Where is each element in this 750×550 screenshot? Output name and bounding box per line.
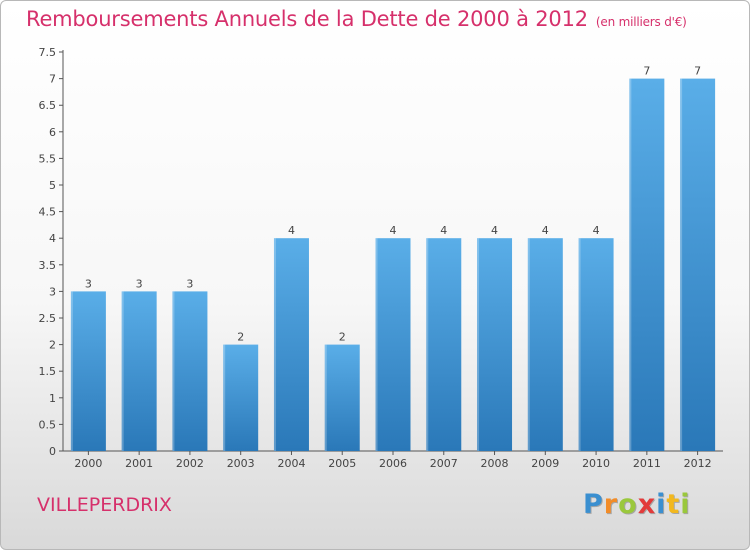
- x-tick-label: 2004: [277, 457, 305, 470]
- logo-letter: o: [618, 489, 638, 520]
- bar-highlight: [375, 238, 378, 451]
- y-tick-label: 3: [49, 285, 56, 298]
- bar: [223, 344, 259, 451]
- bar: [121, 291, 157, 451]
- y-tick-label: 0: [49, 445, 56, 458]
- bar-highlight: [121, 291, 124, 451]
- town-name: VILLEPERDRIX: [37, 494, 172, 516]
- chart-subtitle: (en milliers d'€): [595, 15, 687, 29]
- y-tick-label: 2: [49, 339, 56, 352]
- x-tick-label: 2008: [481, 457, 509, 470]
- y-tick-label: 5.5: [39, 152, 57, 165]
- x-tick-label: 2009: [531, 457, 559, 470]
- bar-highlight: [273, 238, 276, 451]
- bar: [527, 238, 563, 451]
- data-label: 4: [542, 224, 549, 237]
- bar: [172, 291, 208, 451]
- bar: [477, 238, 513, 451]
- bar-highlight: [324, 344, 327, 451]
- bar-highlight: [629, 78, 632, 451]
- bar: [324, 344, 360, 451]
- y-tick-label: 7: [49, 73, 56, 86]
- x-tick-label: 2010: [582, 457, 610, 470]
- bar: [680, 78, 716, 451]
- x-tick-label: 2011: [633, 457, 661, 470]
- bar-highlight: [426, 238, 429, 451]
- logo-letter: t: [666, 489, 681, 520]
- bar: [629, 78, 665, 451]
- y-tick-label: 1.5: [39, 365, 57, 378]
- chart-title-text: Remboursements Annuels de la Dette de 20…: [26, 7, 588, 31]
- x-tick-label: 2005: [328, 457, 356, 470]
- x-tick-label: 2000: [74, 457, 102, 470]
- logo-letter: r: [603, 489, 619, 520]
- data-label: 4: [288, 224, 295, 237]
- bar-highlight: [477, 238, 480, 451]
- bar-highlight: [172, 291, 175, 451]
- y-tick-label: 6.5: [39, 99, 57, 112]
- chart-bars: [70, 78, 716, 451]
- chart-axes: 0 0.5 1 1.5 2 2.5 3 3.5 4 4.5 5 5.5 6 6.5 7 7.5 2000 2001…: [39, 46, 723, 470]
- bar: [273, 238, 309, 451]
- bar-highlight: [680, 78, 683, 451]
- y-tick-label: 3.5: [39, 259, 57, 272]
- bar: [70, 291, 106, 451]
- x-tick-label: 2001: [125, 457, 153, 470]
- x-tick-label: 2002: [176, 457, 204, 470]
- bar-highlight: [223, 344, 226, 451]
- data-label: 3: [136, 277, 143, 290]
- y-tick-label: 1: [49, 392, 56, 405]
- bar-highlight: [578, 238, 581, 451]
- chart-labels: 3 3 3 2 4 2 4 4 4 4 4 7 7: [85, 65, 701, 344]
- data-label: 2: [237, 331, 244, 344]
- data-label: 7: [694, 65, 701, 78]
- data-label: 2: [339, 331, 346, 344]
- bar-highlight: [70, 291, 73, 451]
- data-label: 3: [85, 277, 92, 290]
- data-label: 4: [491, 224, 498, 237]
- logo-letter: i: [680, 489, 691, 520]
- x-tick-label: 2003: [227, 457, 255, 470]
- y-tick-label: 6: [49, 126, 56, 139]
- x-tick-label: 2006: [379, 457, 407, 470]
- x-tick-label: 2012: [684, 457, 712, 470]
- data-label: 3: [186, 277, 193, 290]
- bar-highlight: [527, 238, 530, 451]
- y-tick-label: 7.5: [39, 46, 57, 59]
- y-tick-label: 2.5: [39, 312, 57, 325]
- chart-title: Remboursements Annuels de la Dette de 20…: [26, 7, 687, 31]
- y-tick-label: 5: [49, 179, 56, 192]
- logo-letter: i: [656, 489, 667, 520]
- data-label: 7: [643, 65, 650, 78]
- logo-letter: x: [637, 489, 657, 520]
- logo-letter: P: [583, 489, 604, 520]
- bar: [375, 238, 411, 451]
- x-tick-label: 2007: [430, 457, 458, 470]
- y-tick-label: 4: [49, 232, 56, 245]
- proxiti-logo: Proxiti: [583, 489, 691, 520]
- bar: [426, 238, 462, 451]
- data-label: 4: [593, 224, 600, 237]
- y-tick-label: 0.5: [39, 418, 57, 431]
- data-label: 4: [390, 224, 397, 237]
- bar: [578, 238, 614, 451]
- y-tick-label: 4.5: [39, 206, 57, 219]
- data-label: 4: [440, 224, 447, 237]
